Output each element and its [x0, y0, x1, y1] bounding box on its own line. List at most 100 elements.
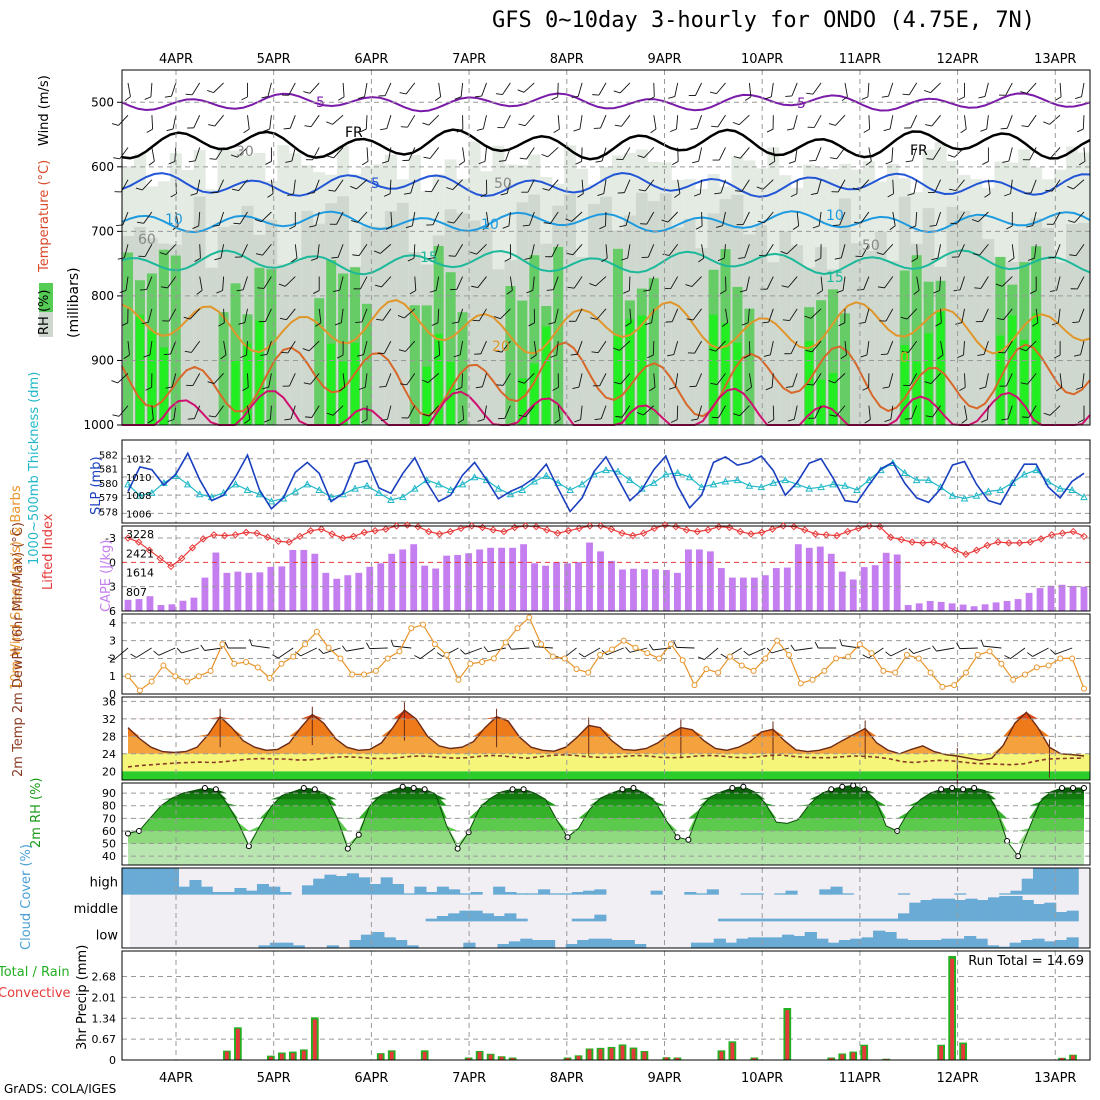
barb-shaft: [458, 308, 464, 323]
thickness-tick-label: 578: [99, 507, 118, 518]
barb-flag: [190, 193, 198, 196]
barb-shaft: [670, 276, 679, 289]
thickness-point: [1068, 485, 1076, 494]
cape-bar: [685, 549, 692, 611]
cape-bar: [223, 572, 231, 611]
barb-flag: [400, 383, 407, 386]
wind-barb: [279, 308, 296, 321]
ytick-label: 600: [91, 160, 114, 174]
wind-barb: [336, 341, 344, 359]
surface-wind-barb: [249, 638, 270, 649]
cloud-bar-high: [898, 893, 911, 895]
barb-flag: [168, 161, 175, 165]
barb-shaft: [910, 114, 918, 129]
barb-flag: [665, 321, 673, 323]
lifted-index-point: [650, 524, 659, 533]
rh-point: [850, 782, 857, 789]
barb-flag: [207, 381, 215, 385]
barb-shaft: [504, 405, 511, 419]
cape-bar: [937, 601, 945, 611]
wind-barb: [209, 147, 224, 160]
cloud-bar-low: [1043, 941, 1056, 948]
wind-barb: [971, 211, 989, 223]
barb-shaft: [1034, 244, 1037, 259]
wind-barb: [167, 405, 177, 423]
wind-barb: [712, 147, 726, 161]
barb-flag: [121, 322, 128, 327]
thickness-point: [661, 470, 670, 478]
wind-barb: [254, 211, 272, 223]
barb-flag: [661, 219, 669, 223]
wind-barb: [309, 211, 320, 228]
barb-shaft: [390, 211, 393, 226]
precip-convective-bar: [829, 1058, 834, 1060]
barb-flag: [495, 350, 502, 353]
barb-flag: [625, 322, 632, 327]
lifted-index-point: [833, 531, 841, 540]
rh-point: [1059, 785, 1066, 792]
barb-flag: [135, 187, 143, 191]
barb-flag: [305, 416, 312, 418]
wind-tick-label: 2: [109, 652, 116, 665]
barb-shaft: [697, 405, 703, 420]
rh-point: [619, 786, 626, 793]
wind-speed-point: [455, 676, 462, 683]
barb-shaft: [337, 244, 344, 258]
wind-barb: [359, 115, 368, 133]
barb-shaft: [267, 82, 272, 97]
barb-shaft: [837, 179, 846, 193]
cloud-bar-high: [436, 886, 449, 895]
barb-flag: [1050, 649, 1056, 655]
barb-flag: [264, 419, 271, 423]
wind-barb: [196, 276, 203, 295]
wind-barb: [577, 179, 584, 198]
wind-barb: [166, 115, 177, 132]
wind-barb: [216, 276, 225, 294]
cloud-bar-low: [907, 940, 920, 948]
cape-bar: [542, 565, 549, 611]
barb-shaft: [677, 179, 681, 194]
cape-bar: [179, 600, 187, 611]
barb-shaft: [986, 405, 989, 420]
barb-flag: [905, 160, 913, 163]
barb-shaft: [597, 340, 607, 353]
cloud-bar-low: [850, 938, 863, 948]
barb-flag: [383, 193, 391, 197]
wind-barb: [504, 244, 512, 262]
barb-flag: [692, 160, 699, 164]
cape-tick-label: 1614: [126, 567, 154, 580]
ytick-label: 800: [91, 289, 114, 303]
wind-barb: [933, 276, 942, 294]
barb-shaft: [432, 211, 440, 225]
barb-flag: [447, 221, 455, 224]
barb-shaft: [704, 647, 719, 660]
barb-flag: [1076, 128, 1084, 133]
barb-shaft: [241, 244, 248, 258]
wind-barb: [427, 244, 440, 260]
barb-flag: [720, 653, 727, 658]
thickness-point: [996, 485, 1005, 494]
lifted-index-point: [575, 524, 583, 533]
wind-speed-point: [974, 651, 981, 658]
barb-shaft: [600, 115, 607, 129]
temp-tick-label: 36: [102, 695, 116, 708]
cloud-bar-low: [406, 945, 419, 948]
cape-bar: [794, 544, 802, 611]
barb-flag: [147, 419, 154, 424]
wind-barb: [998, 340, 1013, 354]
thickness-point: [685, 473, 694, 481]
wind-barb: [119, 276, 129, 293]
contour-label: 20: [492, 339, 510, 355]
barb-flag: [399, 92, 407, 95]
wind-barb: [738, 244, 750, 259]
barb-shaft: [1049, 405, 1061, 416]
wind-barb: [522, 211, 535, 227]
thickness-point: [984, 487, 993, 495]
wind-barb: [830, 147, 846, 160]
lifted-index-point: [908, 538, 916, 546]
barb-shaft: [313, 179, 320, 193]
thickness-point: [470, 473, 479, 481]
cloud-bar-low: [804, 932, 817, 948]
barb-flag: [528, 322, 535, 327]
cape-bar: [739, 577, 747, 611]
